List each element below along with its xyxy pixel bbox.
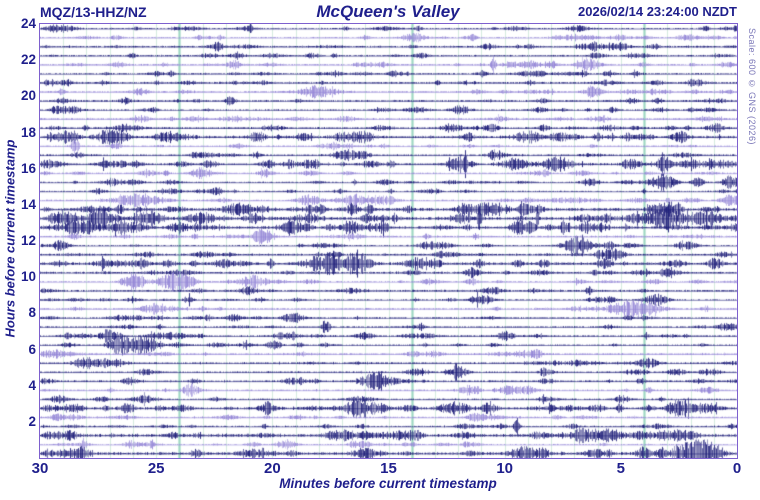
y-tick-label: 8 (28, 305, 36, 321)
y-tick-label: 14 (20, 196, 36, 212)
x-tick-label: 10 (496, 460, 513, 477)
y-tick-label: 18 (20, 124, 36, 140)
page-title: McQueen's Valley (316, 2, 460, 21)
y-tick-label: 20 (20, 88, 36, 104)
x-axis-label: Minutes before current timestamp (279, 476, 497, 491)
y-tick-label: 10 (20, 269, 36, 285)
scale-copyright-note: Scale: 600 © GNS (2026) (747, 28, 757, 146)
y-tick-label: 12 (20, 233, 36, 248)
x-tick-label: 0 (732, 460, 742, 477)
x-tick-label: 30 (31, 460, 49, 477)
current-timestamp: 2026/02/14 23:24:00 NZDT (578, 4, 737, 19)
helicorder-plot (38, 22, 738, 459)
y-tick-label: 22 (20, 52, 36, 68)
y-tick-label: 16 (20, 160, 36, 176)
x-tick-label: 5 (616, 460, 625, 477)
x-tick-label: 25 (147, 460, 165, 477)
y-tick-label: 24 (20, 16, 36, 31)
x-tick-label: 15 (380, 460, 397, 477)
y-tick-label: 2 (28, 413, 36, 429)
y-tick-label: 4 (28, 377, 36, 393)
y-tick-label: 6 (28, 341, 36, 357)
station-code: MQZ/13-HHZ/NZ (40, 4, 147, 20)
x-tick-label: 20 (263, 460, 281, 477)
